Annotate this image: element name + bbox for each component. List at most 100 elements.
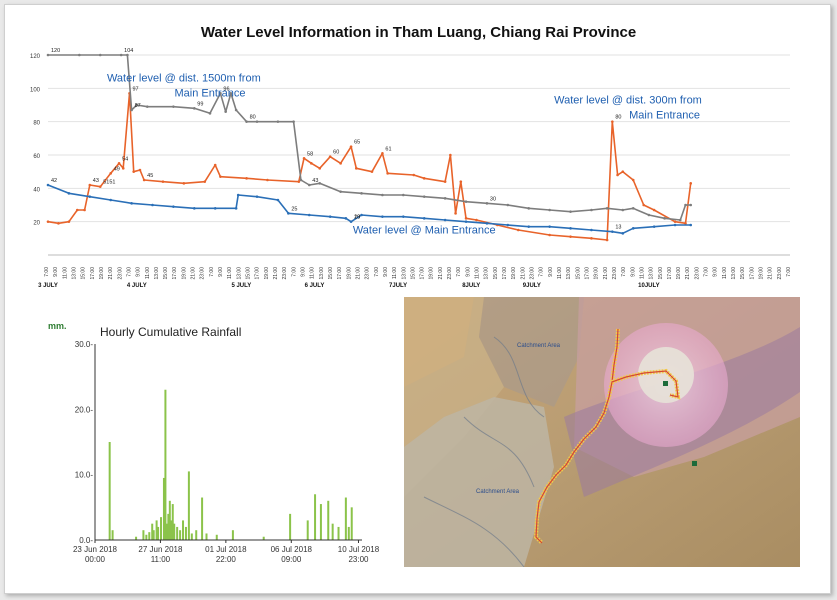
- rain-bar: [337, 526, 340, 540]
- data-label: 25: [291, 206, 297, 212]
- data-label: 97: [133, 86, 139, 92]
- x-tick-label: 23:00: [200, 267, 206, 280]
- rain-x-tick-date: 01 Jul 2018: [205, 545, 247, 554]
- series-point-0: [182, 182, 186, 185]
- series-point-0: [475, 218, 478, 222]
- series-point-2: [109, 198, 113, 202]
- x-tick-label: 19:00: [594, 267, 600, 280]
- series-point-0: [548, 233, 551, 237]
- x-tick-label: 11:00: [227, 267, 233, 279]
- rain-x-tick-time: 23:00: [348, 555, 369, 564]
- series-point-2: [328, 215, 332, 218]
- rain-bar: [350, 507, 353, 540]
- x-tick-label: 15:00: [246, 267, 252, 280]
- rain-bar: [306, 520, 309, 540]
- series-point-0: [412, 173, 416, 177]
- data-label: 43: [93, 178, 99, 184]
- x-tick-label: 11:00: [639, 267, 645, 279]
- series-point-0: [605, 238, 609, 242]
- series-point-0: [117, 162, 121, 165]
- x-tick-label: 11:00: [392, 267, 398, 279]
- series-point-2: [689, 223, 693, 227]
- rain-x-tick-date: 10 Jul 2018: [338, 545, 380, 554]
- x-tick-label: 11:00: [722, 267, 728, 279]
- data-label: 20: [354, 215, 360, 221]
- data-label: 13: [615, 225, 621, 231]
- rain-bar: [182, 520, 185, 540]
- series-point-0: [310, 162, 313, 165]
- series-point-2: [464, 220, 468, 223]
- series-point-1: [339, 190, 342, 193]
- series-point-0: [339, 162, 342, 165]
- series-point-2: [527, 225, 531, 228]
- x-tick-label: 13:00: [401, 267, 407, 280]
- x-tick-label: 9:00: [630, 267, 636, 277]
- x-tick-label: 19:00: [99, 267, 105, 280]
- series-point-2: [548, 225, 551, 228]
- rain-bar: [179, 530, 182, 540]
- x-tick-label: 9:00: [548, 267, 554, 277]
- rain-bar: [314, 494, 317, 540]
- series-annotation: Water level @ Main Entrance: [353, 224, 496, 236]
- x-tick-label: 11:00: [557, 267, 563, 279]
- x-tick-label: 19:00: [264, 267, 270, 280]
- x-tick-label: 17:00: [584, 267, 590, 280]
- x-tick-label: 21:00: [768, 267, 774, 280]
- x-tick-label: 17:00: [90, 267, 96, 280]
- x-tick-label: 9:00: [465, 267, 471, 277]
- series-point-0: [631, 178, 635, 182]
- series-point-0: [516, 228, 520, 232]
- x-tick-label: 19:00: [181, 267, 187, 280]
- series-point-0: [449, 153, 452, 157]
- series-point-1: [78, 53, 81, 57]
- series-point-0: [616, 173, 619, 177]
- x-tick-label: 15:00: [163, 267, 169, 280]
- y-tick-label: 40: [33, 187, 40, 193]
- rain-bar: [184, 526, 187, 540]
- series-point-2: [360, 213, 363, 217]
- water-level-chart: 49 97 5151 54 58 65 61 60 80 45 43 120 104 87 99 96 80 43…: [30, 48, 792, 289]
- x-tick-label: 7:00: [456, 267, 462, 277]
- x-tick-label: 15:00: [81, 267, 87, 280]
- rain-bar: [151, 523, 154, 540]
- x-tick-label: 13:00: [236, 267, 242, 280]
- series-point-1: [276, 120, 280, 123]
- x-tick-label: 19:00: [676, 267, 682, 280]
- x-tick-label: 23:00: [777, 267, 783, 280]
- series-point-0: [354, 167, 358, 170]
- series-point-1: [464, 200, 468, 203]
- series-point-0: [689, 182, 693, 185]
- series-point-1: [46, 53, 50, 57]
- series-point-0: [318, 167, 322, 170]
- x-tick-label: 7:00: [786, 267, 792, 277]
- x-tick-label: 21:00: [273, 267, 279, 280]
- x-tick-label: 21:00: [520, 267, 526, 280]
- series-point-0: [328, 155, 332, 158]
- data-label: 80: [250, 115, 256, 121]
- x-tick-label: 23:00: [530, 267, 536, 280]
- rain-y-unit: mm.: [48, 321, 67, 331]
- x-tick-label: 7:00: [44, 267, 50, 277]
- series-point-2: [381, 215, 384, 218]
- data-label: 45: [147, 173, 153, 179]
- data-label: 5151: [103, 180, 115, 186]
- x-tick-label: 9:00: [53, 267, 59, 277]
- series-point-0: [459, 180, 463, 183]
- x-tick-label: 23:00: [365, 267, 371, 280]
- x-tick-label: 7:00: [209, 267, 215, 277]
- series-point-2: [307, 213, 311, 217]
- catchment-label-2: Catchment Area: [476, 489, 520, 495]
- x-tick-label: 15:00: [575, 267, 581, 280]
- series-point-1: [678, 218, 682, 222]
- data-label: 54: [122, 156, 128, 162]
- x-day-label: 10JULY: [638, 283, 659, 289]
- data-label: 49: [114, 166, 120, 172]
- series-annotation: Main Entrance: [175, 88, 246, 100]
- series-point-2: [349, 220, 353, 223]
- rain-bar: [157, 526, 160, 540]
- series-point-2: [276, 198, 280, 202]
- series-point-1: [402, 193, 405, 197]
- x-tick-label: 19:00: [346, 267, 352, 280]
- series-point-1: [255, 120, 259, 123]
- rain-bar: [162, 477, 165, 540]
